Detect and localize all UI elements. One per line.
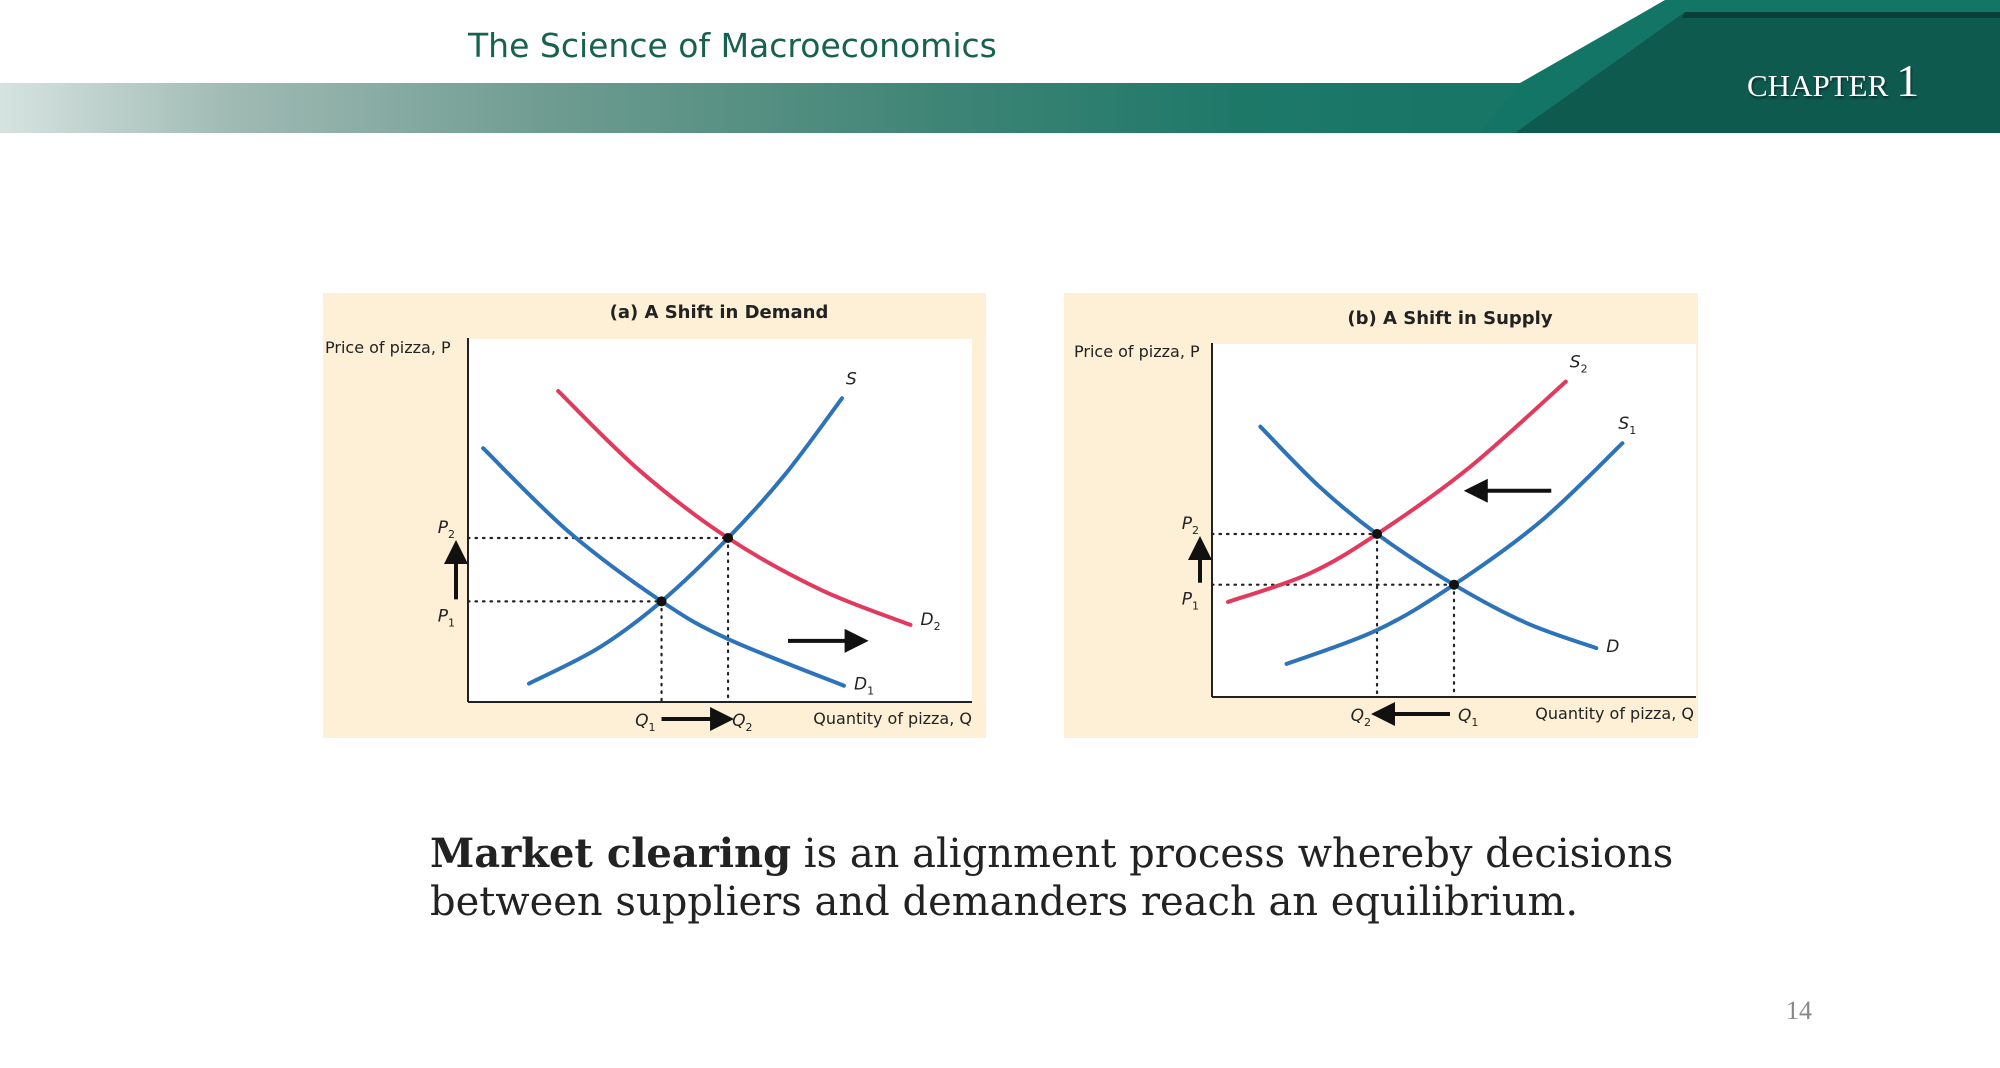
chapter-banner — [1480, 0, 2000, 133]
curve-label-s2: S2 — [1570, 353, 1588, 376]
curve-s — [526, 396, 844, 686]
body-paragraph: Market clearing is an alignment process … — [430, 830, 1730, 926]
chart-a — [444, 338, 972, 731]
chapter-word: CHAPTER — [1747, 68, 1889, 103]
price-label-p2: P2 — [438, 518, 455, 541]
key-term: Market clearing — [430, 830, 792, 877]
x-axis-label-b: Quantity of pizza, Q — [1535, 704, 1694, 723]
curve-label-s1: S1 — [1618, 414, 1636, 437]
header-gradient-band — [0, 83, 1560, 133]
curve-s2 — [1225, 379, 1568, 604]
equilibrium-point — [723, 533, 734, 544]
body-text: is an alignment process whereby decision… — [430, 831, 1674, 925]
y-axis-label-a: Price of pizza, P — [325, 338, 451, 357]
curve-d2 — [556, 389, 913, 627]
equilibrium-point — [1449, 579, 1459, 590]
chart-b — [1188, 343, 1696, 726]
price-label-p1: P1 — [438, 606, 455, 629]
quantity-label-q2: Q2 — [1351, 706, 1371, 729]
quantity-label-q2: Q2 — [732, 711, 752, 734]
quantity-label-q1: Q1 — [635, 711, 655, 734]
chart-title-a: (a) A Shift in Demand — [609, 302, 829, 323]
curve-d — [1258, 424, 1599, 651]
x-axis-label-a: Quantity of pizza, Q — [813, 709, 972, 728]
equilibrium-point — [656, 596, 667, 607]
quantity-label-q1: Q1 — [1458, 706, 1478, 729]
equilibrium-point — [1372, 529, 1383, 540]
chapter-number: 1 — [1896, 55, 1920, 106]
price-label-p2: P2 — [1182, 514, 1199, 537]
plot-area-a — [468, 339, 972, 702]
chart-title-b: (b) A Shift in Supply — [1347, 308, 1553, 329]
chapter-label: CHAPTER 1 — [1747, 54, 1919, 107]
curve-label-s: S — [846, 369, 857, 389]
curve-label-d1: D1 — [854, 675, 874, 698]
y-axis-label-b: Price of pizza, P — [1074, 342, 1200, 361]
curve-d1 — [481, 446, 846, 688]
curve-label-d2: D2 — [921, 610, 941, 633]
curve-label-d: D — [1606, 637, 1619, 657]
page-number: 14 — [1786, 996, 1812, 1025]
slide-title: The Science of Macroeconomics — [468, 26, 997, 65]
price-label-p1: P1 — [1182, 590, 1199, 613]
